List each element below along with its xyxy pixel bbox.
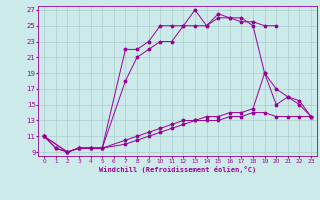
X-axis label: Windchill (Refroidissement éolien,°C): Windchill (Refroidissement éolien,°C): [99, 166, 256, 173]
